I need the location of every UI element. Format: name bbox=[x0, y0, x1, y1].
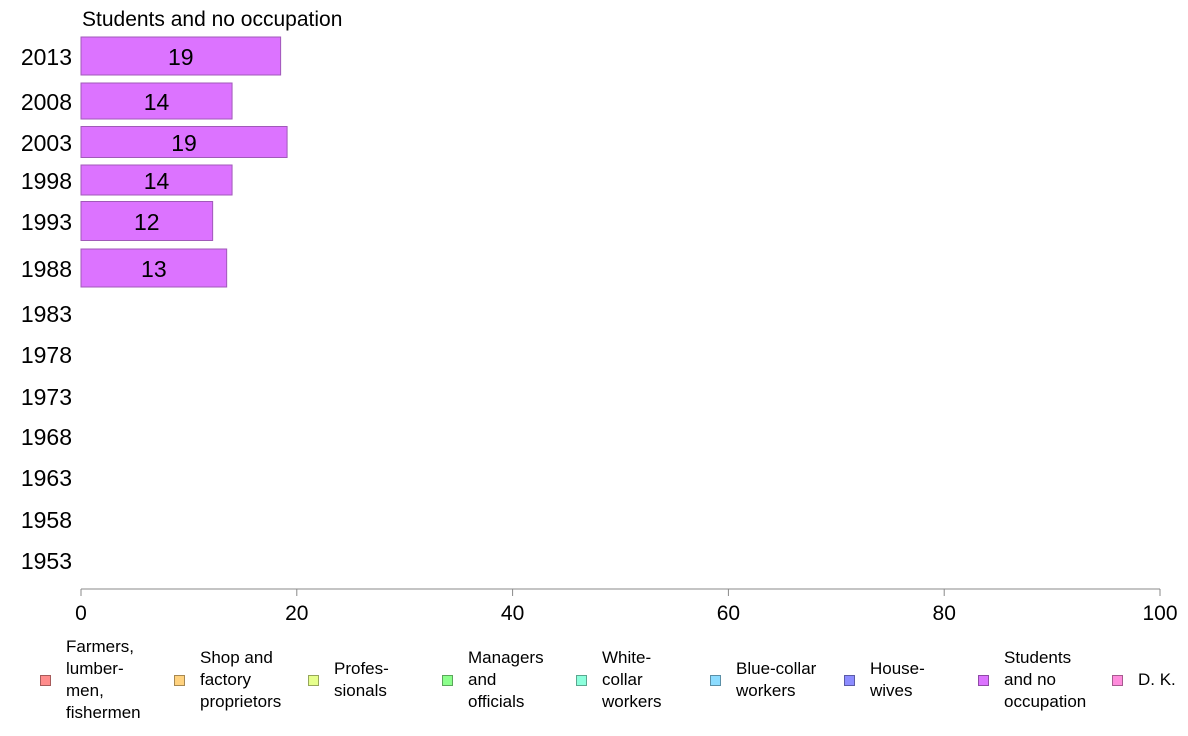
y-tick-label: 1993 bbox=[21, 209, 72, 235]
legend-swatch bbox=[308, 674, 319, 686]
legend-label: White- collar workers bbox=[602, 648, 662, 711]
y-tick-labels: 2013 2008 2003 1998 1993 1988 1983 1978 1973 1968… bbox=[21, 44, 72, 574]
legend-label: Farmers, lumber- men, fishermen bbox=[66, 637, 141, 722]
y-tick-label: 1983 bbox=[21, 301, 72, 327]
y-tick-label: 1958 bbox=[21, 507, 72, 533]
legend-item: Managers and officials bbox=[442, 647, 544, 713]
legend-item: Students and no occupation bbox=[978, 647, 1086, 713]
bar bbox=[80, 201, 214, 241]
bar-data-label: 12 bbox=[134, 209, 160, 235]
bar bbox=[80, 164, 233, 196]
legend-label: Profes- sionals bbox=[334, 659, 389, 700]
bar bbox=[80, 126, 288, 158]
y-tick-label: 1953 bbox=[21, 548, 72, 574]
y-tick-label: 1963 bbox=[21, 465, 72, 491]
legend-item: Farmers, lumber- men, fishermen bbox=[40, 636, 141, 724]
x-tick-label: 80 bbox=[933, 602, 956, 625]
y-tick-label: 1998 bbox=[21, 168, 72, 194]
legend-label: D. K. bbox=[1138, 670, 1176, 689]
legend-swatch bbox=[1112, 674, 1123, 686]
bar-data-label: 13 bbox=[141, 256, 167, 282]
legend-swatch bbox=[442, 674, 453, 686]
legend-item: D. K. bbox=[1112, 669, 1176, 691]
y-tick-label: 2008 bbox=[21, 89, 72, 115]
chart-title: Students and no occupation bbox=[82, 8, 342, 31]
x-tick-label: 60 bbox=[717, 602, 740, 625]
y-tick-label: 1978 bbox=[21, 342, 72, 368]
legend-item: Shop and factory proprietors bbox=[174, 647, 281, 713]
legend-swatch bbox=[710, 674, 721, 686]
legend-swatch bbox=[576, 674, 587, 686]
legend-label: Blue-collar workers bbox=[736, 659, 817, 700]
bar-data-label: 14 bbox=[144, 89, 170, 115]
legend-item: White- collar workers bbox=[576, 647, 662, 713]
y-tick-label: 2013 bbox=[21, 44, 72, 70]
bar bbox=[80, 36, 282, 76]
legend-label: Shop and factory proprietors bbox=[200, 648, 282, 711]
bar bbox=[80, 82, 233, 120]
y-tick-label: 1988 bbox=[21, 256, 72, 282]
y-tick-label: 1973 bbox=[21, 384, 72, 410]
x-tick-label: 40 bbox=[501, 602, 524, 625]
legend-item: House- wives bbox=[844, 658, 925, 702]
bar-data-label: 19 bbox=[171, 130, 197, 156]
legend-label: Managers and officials bbox=[468, 648, 544, 711]
legend-item: Profes- sionals bbox=[308, 658, 389, 702]
y-tick-label: 2003 bbox=[21, 130, 72, 156]
x-axis: 0 20 40 60 80 100 bbox=[75, 588, 1178, 625]
x-tick-label: 100 bbox=[1142, 602, 1177, 625]
bar-data-label: 19 bbox=[168, 44, 194, 70]
bar-chart: Students and no occupation 191419141213 … bbox=[21, 8, 1178, 625]
x-tick-label: 20 bbox=[285, 602, 308, 625]
bar-data-label: 14 bbox=[144, 168, 170, 194]
legend-swatch bbox=[978, 674, 989, 686]
legend-label: House- wives bbox=[870, 659, 925, 700]
legend-swatch bbox=[174, 674, 185, 686]
x-tick-label: 0 bbox=[75, 602, 87, 625]
legend-label: Students and no occupation bbox=[1004, 648, 1087, 711]
legend-item: Blue-collar workers bbox=[710, 658, 816, 702]
y-tick-label: 1968 bbox=[21, 424, 72, 450]
bar bbox=[80, 248, 228, 288]
legend-swatch bbox=[844, 674, 855, 686]
legend-swatch bbox=[40, 674, 51, 686]
